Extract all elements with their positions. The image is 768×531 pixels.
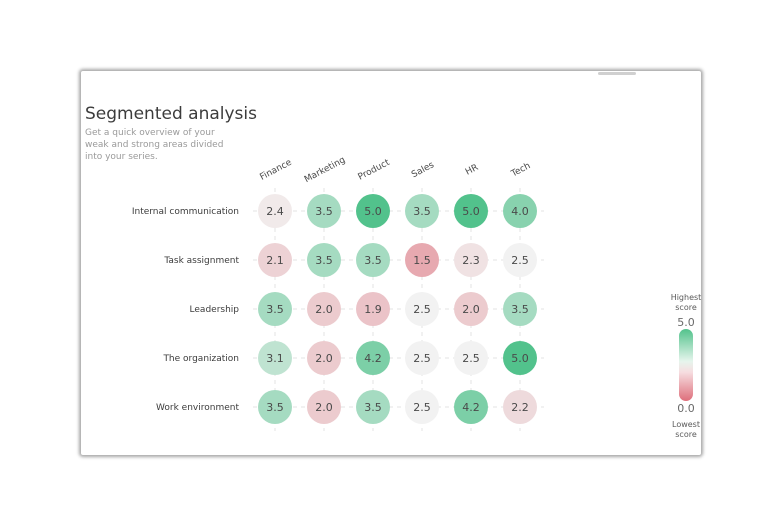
cell-value-label: 4.2 <box>364 352 382 365</box>
legend-min-value: 0.0 <box>677 402 695 415</box>
heatmap-cell <box>454 341 488 375</box>
cell-value-label: 2.2 <box>511 401 529 414</box>
heatmap-cell <box>356 292 390 326</box>
column-label: HR <box>464 163 480 178</box>
cell-value-label: 2.5 <box>413 401 431 414</box>
column-label: Finance <box>259 158 295 183</box>
cell-value-label: 2.3 <box>462 254 480 267</box>
cell-value-label: 3.5 <box>364 401 382 414</box>
row-label: Internal communication <box>132 207 239 217</box>
heatmap-cell <box>503 243 537 277</box>
chart-title: Segmented analysis <box>85 104 257 124</box>
clipped-control <box>598 72 636 75</box>
heatmap-cell <box>405 292 439 326</box>
cell-value-label: 2.0 <box>315 401 333 414</box>
cell-value-label: 2.5 <box>413 303 431 316</box>
heatmap-cell <box>356 194 390 228</box>
heatmap-cell <box>307 194 341 228</box>
heatmap-cell <box>356 243 390 277</box>
heatmap-cell <box>503 194 537 228</box>
heatmap-cell <box>405 341 439 375</box>
cell-value-label: 3.5 <box>266 303 284 316</box>
analysis-card <box>81 71 701 455</box>
row-label: Work environment <box>156 403 239 413</box>
cell-value-label: 3.1 <box>266 352 284 365</box>
cell-value-label: 4.2 <box>462 401 480 414</box>
heatmap-cell <box>454 390 488 424</box>
cell-value-label: 3.5 <box>266 401 284 414</box>
cell-value-label: 5.0 <box>462 205 480 218</box>
cell-value-label: 3.5 <box>315 254 333 267</box>
heatmap-cell <box>307 390 341 424</box>
heatmap-cell <box>454 243 488 277</box>
heatmap-cell <box>503 292 537 326</box>
column-label: Product <box>357 158 392 183</box>
heatmap-cell <box>503 390 537 424</box>
cell-value-label: 2.5 <box>511 254 529 267</box>
cell-value-label: 5.0 <box>511 352 529 365</box>
row-label: Task assignment <box>163 256 239 266</box>
cell-value-label: 1.9 <box>364 303 382 316</box>
heatmap-cell <box>258 292 292 326</box>
heatmap-cell <box>258 243 292 277</box>
cell-value-label: 3.5 <box>511 303 529 316</box>
heatmap-cell <box>405 243 439 277</box>
cell-value-label: 2.0 <box>315 352 333 365</box>
heatmap-cell <box>307 341 341 375</box>
legend-highest-label: Highest score <box>670 293 702 312</box>
heatmap-cell <box>405 194 439 228</box>
cell-value-label: 2.4 <box>266 205 284 218</box>
column-label: Marketing <box>303 155 347 185</box>
cell-value-label: 2.5 <box>462 352 480 365</box>
row-label: Leadership <box>190 305 240 315</box>
heatmap-cell <box>258 390 292 424</box>
cell-value-label: 3.5 <box>413 205 431 218</box>
heatmap-cell <box>356 341 390 375</box>
cell-value-label: 2.0 <box>462 303 480 316</box>
heatmap-cell <box>356 390 390 424</box>
heatmap-cell <box>405 390 439 424</box>
cell-value-label: 4.0 <box>511 205 529 218</box>
cell-value-label: 5.0 <box>364 205 382 218</box>
cell-value-label: 2.5 <box>413 352 431 365</box>
heatmap-cell <box>258 341 292 375</box>
heatmap-cell <box>307 292 341 326</box>
cell-value-label: 1.5 <box>413 254 431 267</box>
heatmap-cell <box>454 292 488 326</box>
legend-lowest-label: Lowest score <box>672 420 700 439</box>
column-label: Sales <box>410 160 436 180</box>
legend-max-value: 5.0 <box>677 316 695 329</box>
row-label: The organization <box>162 354 239 364</box>
chart-subtitle: Get a quick overview of your weak and st… <box>85 128 224 162</box>
cell-value-label: 3.5 <box>315 205 333 218</box>
legend-color-scale <box>679 329 693 401</box>
cell-value-label: 3.5 <box>364 254 382 267</box>
column-label: Tech <box>509 161 532 180</box>
cell-value-label: 2.1 <box>266 254 284 267</box>
heatmap-cell <box>454 194 488 228</box>
heatmap-cell <box>258 194 292 228</box>
heatmap-cell <box>503 341 537 375</box>
heatmap-cell <box>307 243 341 277</box>
cell-value-label: 2.0 <box>315 303 333 316</box>
